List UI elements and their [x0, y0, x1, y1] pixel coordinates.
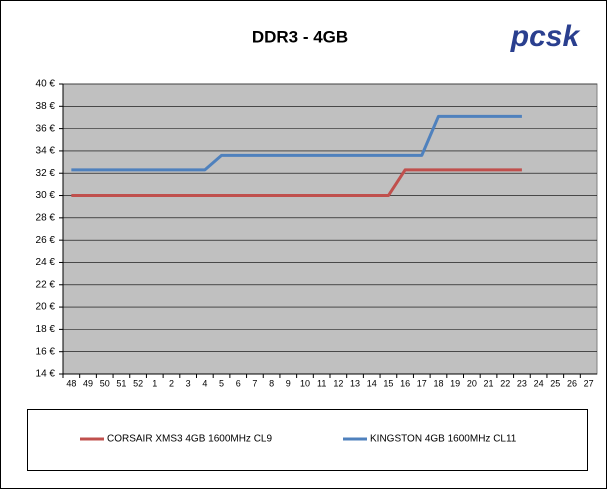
x-tick-label: 3 — [186, 378, 191, 388]
y-tick-label: 28 € — [36, 212, 56, 223]
x-tick-label: 18 — [433, 378, 443, 388]
x-tick-label: 10 — [300, 378, 310, 388]
series-line — [71, 114, 522, 172]
x-tick-label: 25 — [550, 378, 560, 388]
x-tick-label: 22 — [500, 378, 510, 388]
x-tick-label: 50 — [100, 378, 110, 388]
x-tick-label: 26 — [567, 378, 577, 388]
legend-label: KINGSTON 4GB 1600MHz CL11 — [370, 434, 517, 445]
y-tick-label: 26 € — [36, 235, 56, 246]
x-tick-label: 17 — [417, 378, 427, 388]
x-tick-label: 21 — [484, 378, 494, 388]
y-tick-label: 34 € — [36, 146, 56, 157]
y-tick-label: 32 € — [36, 168, 56, 179]
chart-title: DDR3 - 4GB — [252, 27, 348, 46]
x-tick-label: 11 — [317, 378, 326, 388]
y-tick-label: 38 € — [36, 101, 56, 112]
x-tick-label: 27 — [584, 378, 594, 388]
x-tick-label: 6 — [236, 378, 241, 388]
y-tick-label: 18 € — [36, 324, 56, 335]
x-tick-label: 2 — [169, 378, 174, 388]
logo: pcsk — [510, 20, 581, 53]
x-tick-label: 7 — [252, 378, 257, 388]
y-tick-label: 22 € — [36, 279, 56, 290]
x-tick-label: 9 — [286, 378, 291, 388]
x-tick-label: 20 — [467, 378, 477, 388]
y-tick-label: 20 € — [36, 302, 56, 313]
x-tick-label: 24 — [534, 378, 544, 388]
x-tick-label: 14 — [367, 378, 377, 388]
y-tick-label: 14 € — [36, 369, 56, 380]
plot-area — [62, 83, 598, 375]
x-tick-label: 8 — [269, 378, 274, 388]
x-tick-label: 1 — [152, 378, 157, 388]
x-tick-label: 19 — [450, 378, 460, 388]
x-tick-label: 48 — [66, 378, 76, 388]
x-tick-label: 15 — [383, 378, 393, 388]
x-tick-label: 51 — [116, 378, 126, 388]
x-tick-label: 49 — [83, 378, 93, 388]
x-tick-label: 13 — [350, 378, 360, 388]
x-tick-label: 4 — [202, 378, 207, 388]
x-tick-label: 12 — [333, 378, 343, 388]
y-tick-label: 24 € — [36, 257, 56, 268]
y-tick-label: 36 € — [36, 123, 56, 134]
y-tick-label: 30 € — [36, 190, 56, 201]
legend-box — [27, 409, 588, 471]
y-tick-label: 40 € — [36, 79, 56, 90]
series-line — [71, 168, 522, 198]
x-tick-label: 16 — [400, 378, 410, 388]
x-tick-label: 5 — [219, 378, 224, 388]
x-tick-label: 23 — [517, 378, 527, 388]
y-tick-label: 16 € — [36, 346, 56, 357]
legend-label: CORSAIR XMS3 4GB 1600MHz CL9 — [107, 434, 272, 445]
x-tick-label: 52 — [133, 378, 143, 388]
